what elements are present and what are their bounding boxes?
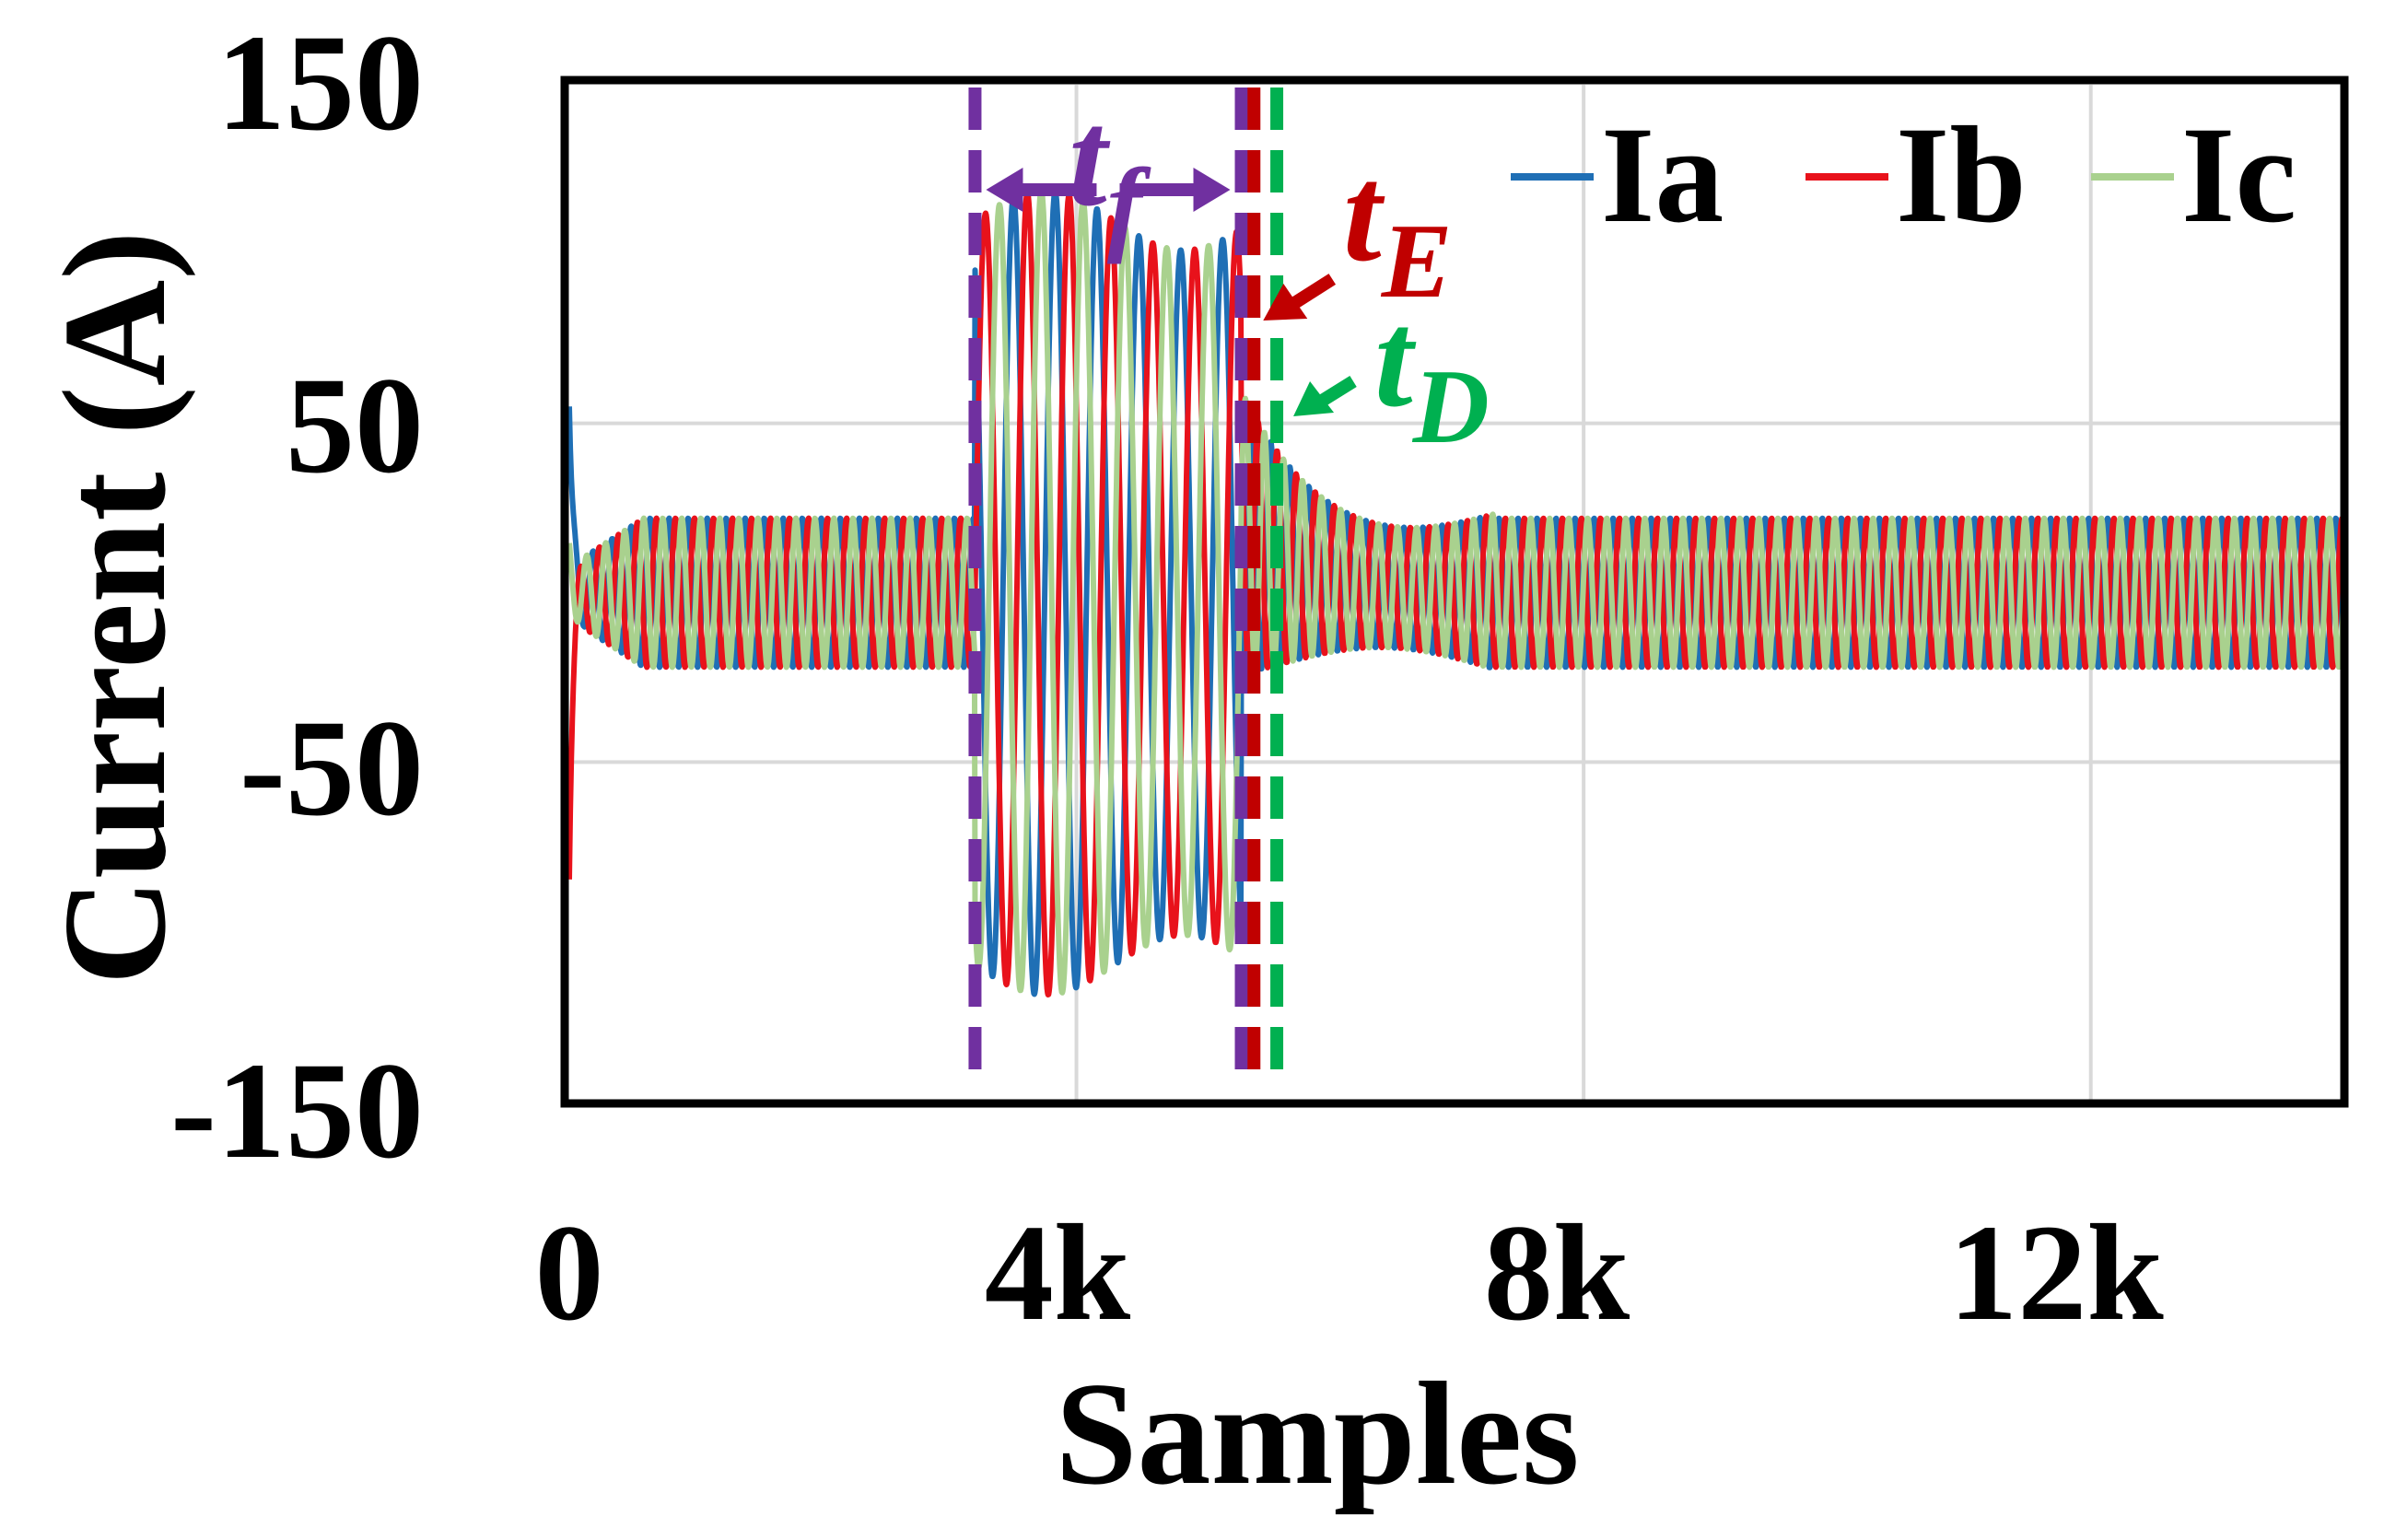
legend-label-ib: Ib: [1896, 99, 2027, 251]
series-line-ib: [567, 190, 2347, 998]
legend-label-ia: Ia: [1601, 99, 1724, 251]
y-tick-label: -50: [240, 692, 424, 845]
te-arrowhead: [1263, 284, 1308, 321]
y-tick-label: -150: [170, 1034, 424, 1187]
x-tick-label: 4k: [985, 1196, 1131, 1349]
tf-arrowhead-left: [986, 168, 1023, 212]
x-tick-label: 12k: [1948, 1196, 2164, 1349]
plot-frame: [560, 76, 2349, 1108]
x-tick-label: 8k: [1484, 1196, 1630, 1349]
y-tick-label: 150: [216, 6, 424, 159]
td-label: tD: [1374, 283, 1490, 465]
tf-arrowhead-right: [1193, 168, 1231, 212]
legend: Ia Ib Ic: [1511, 99, 2296, 251]
td-arrowhead: [1293, 381, 1335, 416]
series-layer: [567, 188, 2347, 998]
y-tick-label: 50: [286, 349, 424, 502]
x-tick-label: 0: [535, 1196, 604, 1349]
legend-label-ic: Ic: [2181, 99, 2296, 251]
y-axis-title: Current (A): [32, 230, 196, 985]
annotation-layer: [968, 88, 1357, 1087]
series-line-ic: [567, 188, 2347, 996]
te-label: tE: [1343, 137, 1452, 320]
x-axis-title: Samples: [1056, 1351, 1580, 1515]
